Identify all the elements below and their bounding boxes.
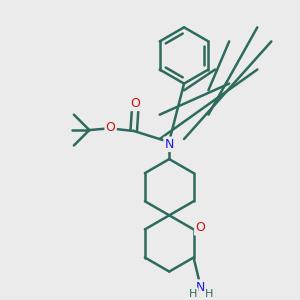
Text: H: H bbox=[189, 289, 197, 298]
Text: H: H bbox=[205, 289, 214, 298]
Text: N: N bbox=[165, 138, 174, 151]
Text: O: O bbox=[130, 97, 140, 110]
Text: O: O bbox=[106, 122, 116, 134]
Text: O: O bbox=[195, 221, 205, 234]
Text: N: N bbox=[196, 280, 205, 294]
